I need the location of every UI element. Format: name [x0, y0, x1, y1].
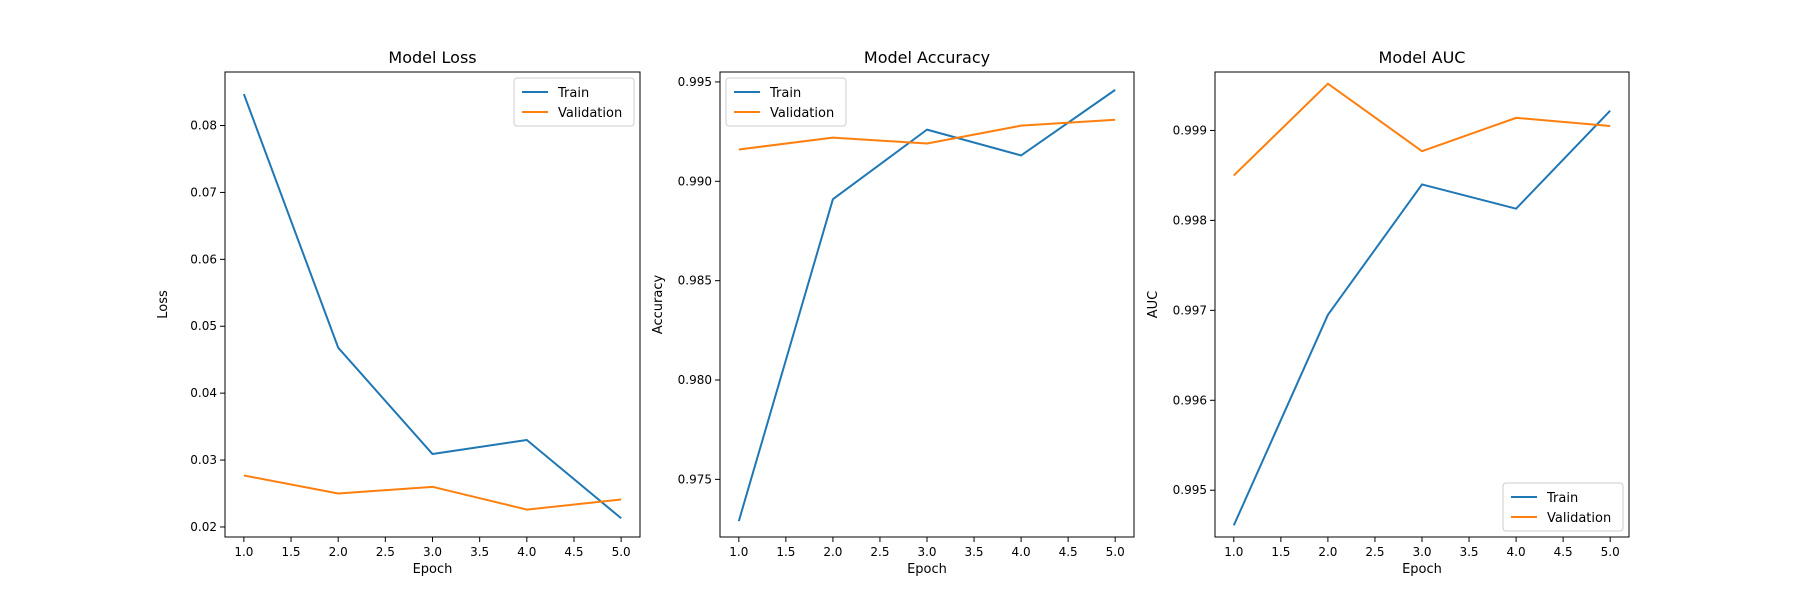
y-tick-label: 0.02 [190, 520, 217, 534]
x-tick-label: 4.5 [1554, 545, 1573, 559]
series-line-train [1232, 109, 1611, 526]
x-tick-label: 3.5 [964, 545, 983, 559]
x-tick-label: 3.0 [423, 545, 442, 559]
y-tick-label: 0.999 [1173, 123, 1207, 137]
series-line-validation [1233, 82, 1611, 177]
x-tick-label: 4.5 [1059, 545, 1078, 559]
x-axis-label: Epoch [907, 562, 947, 577]
legend: Train Validation [513, 77, 635, 127]
legend-label-train: Train [557, 86, 589, 101]
x-tick-label: 2.5 [376, 545, 395, 559]
x-tick-label: 2.5 [1365, 545, 1384, 559]
chart-panel-2: Model Accuracy 1.0 1.5 2.0 2.5 3.0 3.5 4.0 4.5 5.… [651, 48, 1135, 577]
x-tick-label: 4.0 [517, 545, 536, 559]
series-line-train [242, 93, 622, 520]
series-line-validation [243, 474, 622, 511]
y-tick-label: 0.985 [678, 274, 712, 288]
x-tick-label: 4.0 [1507, 545, 1526, 559]
x-tick-label: 4.5 [564, 545, 583, 559]
x-tick-label: 5.0 [1106, 545, 1125, 559]
x-tick-label: 3.0 [1412, 545, 1431, 559]
y-tick-label: 0.06 [190, 252, 217, 266]
y-tick-label: 0.990 [678, 174, 712, 188]
x-tick-label: 1.0 [1224, 545, 1243, 559]
chart-title: Model Accuracy [864, 48, 990, 67]
legend: Train Validation [1502, 482, 1624, 532]
legend-box [513, 77, 635, 127]
chart-panel-1: Model Loss 1.0 1.5 2.0 2.5 3.0 3.5 4.0 4.5 5.0 0.0… [156, 48, 641, 577]
chart-title: Model AUC [1379, 48, 1466, 67]
legend-label-validation: Validation [770, 106, 834, 121]
plot-frame [1214, 71, 1630, 538]
x-tick-label: 1.5 [281, 545, 300, 559]
y-tick-label: 0.07 [190, 185, 217, 199]
series-line-train [737, 89, 1116, 522]
chart-panel-3: Model AUC 1.0 1.5 2.0 2.5 3.0 3.5 4.0 4.5 5.0 0.99… [1146, 48, 1630, 577]
x-axis-label: Epoch [413, 562, 453, 577]
y-tick-label: 0.03 [190, 453, 217, 467]
y-axis-label: Accuracy [651, 275, 666, 335]
x-tick-label: 3.0 [917, 545, 936, 559]
plot-frame [224, 71, 641, 538]
plot-frame [719, 71, 1135, 538]
x-tick-label: 3.5 [470, 545, 489, 559]
x-tick-label: 3.5 [1459, 545, 1478, 559]
y-tick-label: 0.980 [678, 373, 712, 387]
legend-box [725, 77, 847, 127]
y-tick-label: 0.04 [190, 386, 217, 400]
x-tick-label: 4.0 [1012, 545, 1031, 559]
y-tick-label: 0.975 [678, 472, 712, 486]
y-axis-label: AUC [1146, 291, 1161, 319]
x-tick-label: 5.0 [612, 545, 631, 559]
y-axis-label: Loss [156, 290, 171, 319]
x-tick-label: 5.0 [1601, 545, 1620, 559]
y-tick-label: 0.995 [1173, 483, 1207, 497]
x-tick-label: 2.5 [870, 545, 889, 559]
y-tick-label: 0.05 [190, 319, 217, 333]
legend-box [1502, 482, 1624, 532]
y-tick-label: 0.08 [190, 119, 217, 133]
legend: Train Validation [725, 77, 847, 127]
x-tick-label: 2.0 [823, 545, 842, 559]
legend-label-train: Train [769, 86, 801, 101]
legend-label-train: Train [1546, 491, 1578, 506]
y-tick-label: 0.996 [1173, 393, 1207, 407]
chart-title: Model Loss [388, 48, 476, 67]
x-tick-label: 2.0 [329, 545, 348, 559]
x-tick-label: 2.0 [1318, 545, 1337, 559]
series-line-validation [738, 118, 1116, 151]
x-tick-label: 1.0 [234, 545, 253, 559]
x-tick-label: 1.0 [729, 545, 748, 559]
x-tick-label: 1.5 [776, 545, 795, 559]
y-tick-label: 0.997 [1173, 303, 1207, 317]
y-tick-label: 0.995 [678, 75, 712, 89]
y-tick-label: 0.998 [1173, 213, 1207, 227]
legend-label-validation: Validation [558, 106, 622, 121]
x-axis-label: Epoch [1402, 562, 1442, 577]
x-tick-label: 1.5 [1271, 545, 1290, 559]
legend-label-validation: Validation [1547, 511, 1611, 526]
